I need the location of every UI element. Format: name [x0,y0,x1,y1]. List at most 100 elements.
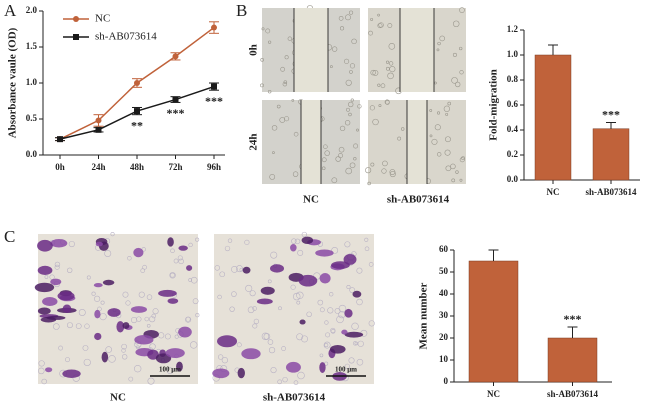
cell [270,264,285,273]
pore [268,346,276,354]
cell [368,30,373,36]
marker [172,53,179,60]
cell [385,66,390,71]
pore [170,272,175,278]
cell [348,112,352,117]
pore [267,279,272,284]
bar [547,337,598,383]
cell [345,167,352,175]
pore [344,241,351,248]
pore [297,371,305,380]
pore [296,333,304,341]
pore [91,291,96,296]
pore [253,318,260,325]
cell [283,80,288,84]
cell [62,304,72,313]
column-label: NC [303,194,319,206]
cell [459,157,465,163]
pore [38,360,45,367]
pore [346,284,351,290]
pore [327,307,334,314]
y-tick-label: 1.5 [26,41,38,51]
cell [165,348,185,358]
cell [382,160,388,167]
wound-gap [407,100,427,184]
cell [265,28,271,34]
cell [370,162,375,167]
cell [241,348,261,360]
pore [231,291,237,297]
cell [346,107,350,112]
pore [190,276,198,284]
cell [45,367,53,373]
cell [338,15,344,21]
cell [459,7,465,13]
cell [167,237,174,247]
pore [364,246,370,252]
y-axis-label: Absorbance vaule (OD) [7,27,19,138]
cell [455,170,459,174]
pore [296,291,304,299]
cell [349,70,353,74]
scale-bar-label: 100 μm [335,366,357,374]
pore [185,316,192,323]
cell [344,308,353,318]
pore [301,335,309,343]
cell [344,120,351,126]
cell [116,321,125,333]
panel-label: B [236,1,247,20]
pore [356,298,363,306]
y-tick-label: 0.8 [507,74,519,84]
x-tick-label: sh-AB073614 [547,389,599,399]
y-tick-label: 40 [439,288,449,298]
cell [287,36,292,41]
y-tick-label: 1.2 [507,24,519,34]
pore [125,300,131,306]
cell [158,289,177,297]
pore [330,327,336,333]
cell [349,63,356,69]
pore [290,284,296,290]
cell [186,265,193,271]
cell [352,290,362,298]
pore [344,363,350,369]
cell [439,35,446,42]
cell [298,274,318,287]
pore [152,308,159,315]
pore [229,306,235,312]
scale-bar-label: 100 μm [159,366,181,374]
cell [348,101,354,108]
cell [455,81,461,88]
cell [122,322,130,329]
cell [315,249,334,257]
cell [167,298,179,304]
pore [136,345,140,350]
cell [350,98,354,102]
cell [242,266,251,274]
cell [335,156,341,162]
cell [299,319,306,325]
cell [329,344,346,354]
pore [122,354,128,360]
pore [325,332,331,338]
pore [140,268,146,273]
x-tick-label: sh-AB073614 [585,187,637,197]
cell [344,58,350,64]
significance: ** [131,118,143,132]
legend-label: NC [95,13,110,25]
cell [445,136,451,143]
pore [306,311,312,318]
cell [459,178,463,182]
cell [324,150,330,156]
cell [384,99,390,105]
pore [282,376,288,383]
pore [169,272,176,279]
cell [353,143,359,149]
pore [324,320,329,325]
cell [349,10,354,15]
legend-label: sh-AB073614 [95,31,157,43]
y-tick-label: 0.0 [507,174,519,184]
cell [372,69,379,76]
cell [381,168,387,174]
